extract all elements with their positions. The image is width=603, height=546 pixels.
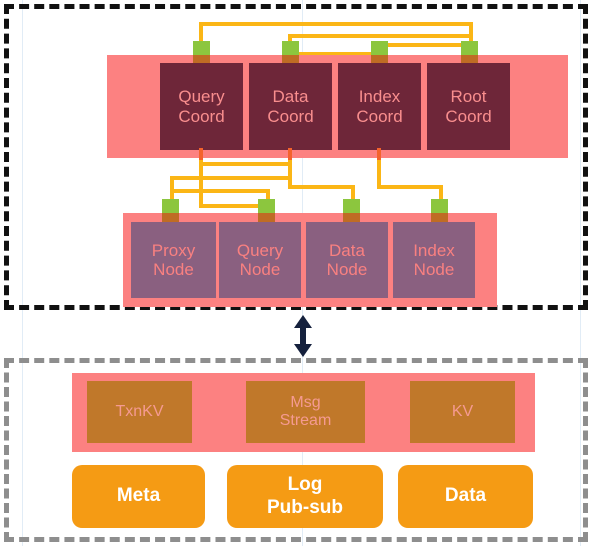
connector-pin-icon (282, 41, 299, 64)
coordinator-label-line1: Data (272, 87, 309, 107)
coordinator-label-line1: Query (178, 87, 225, 107)
storage-store-data[interactable]: Data (398, 465, 533, 528)
connector-pin-icon (371, 41, 388, 64)
storage-interface-label-line1: KV (451, 403, 474, 421)
wire-segment (199, 22, 473, 26)
wire-segment (199, 22, 203, 48)
wire-segment (199, 204, 267, 208)
connector-pin-icon (461, 41, 478, 64)
storage-interface-label-line2: Stream (279, 412, 332, 429)
node-proxy-node[interactable]: Proxy Node (131, 222, 216, 298)
storage-store-log-pubsub[interactable]: Log Pub-sub (227, 465, 383, 528)
storage-store-label-line1: Log (287, 474, 323, 496)
wire-segment (288, 34, 473, 38)
storage-interface-label-line1: Msg (290, 394, 321, 412)
wire-segment (288, 52, 380, 56)
node-query-node[interactable]: Query Node (219, 222, 301, 298)
wire-segment (170, 189, 270, 193)
connector-pin-icon (193, 41, 210, 64)
wire-segment (199, 162, 291, 166)
wire-segment (377, 148, 381, 160)
wire-segment (288, 148, 292, 160)
background-guide-line (22, 0, 23, 546)
background-guide-line (580, 0, 581, 546)
coordinator-label-line2: Coord (445, 106, 492, 126)
storage-store-label-line1: Data (444, 485, 487, 507)
bidirectional-arrow-icon (291, 315, 315, 357)
coordinator-data-coord[interactable]: Data Coord (249, 63, 332, 150)
node-label-line1: Query (236, 240, 284, 260)
connector-pin-icon (343, 199, 360, 222)
connector-pin-icon (162, 199, 179, 222)
storage-interface-msg-stream[interactable]: Msg Stream (246, 381, 365, 443)
coordinator-root-coord[interactable]: Root Coord (427, 63, 510, 150)
coordinator-label-line2: Coord (178, 106, 225, 126)
coordinator-label-line1: Index (358, 87, 401, 107)
node-label-line2: Node (153, 260, 194, 279)
coordinator-index-coord[interactable]: Index Coord (338, 63, 421, 150)
coordinator-label-line2: Coord (356, 106, 403, 126)
node-label-line2: Node (326, 260, 368, 279)
node-label-line2: Node (413, 260, 455, 279)
connector-pin-icon (431, 199, 448, 222)
wire-segment (377, 43, 473, 47)
node-index-node[interactable]: Index Node (393, 222, 475, 298)
coordinator-label-line2: Coord (267, 106, 314, 126)
wire-segment (377, 185, 443, 189)
connector-pin-icon (258, 199, 275, 222)
storage-store-meta[interactable]: Meta (72, 465, 205, 528)
storage-layer-container (4, 358, 588, 542)
storage-store-label-line2: Pub-sub (267, 496, 343, 518)
coordinator-query-coord[interactable]: Query Coord (160, 63, 243, 150)
coordinator-label-line1: Root (450, 87, 487, 107)
wire-segment (199, 160, 203, 208)
wire-segment (377, 160, 381, 189)
wire-segment (439, 185, 443, 212)
wire-segment (170, 176, 291, 180)
node-label-line2: Node (239, 260, 281, 279)
wire-segment (199, 148, 203, 160)
storage-interface-txnkv[interactable]: TxnKV (87, 381, 192, 443)
wire-segment (351, 185, 355, 212)
storage-store-label-line1: Meta (116, 485, 161, 507)
storage-interface-label-line1: TxnKV (115, 403, 164, 421)
storage-interface-kv[interactable]: KV (410, 381, 515, 443)
node-data-node[interactable]: Data Node (306, 222, 388, 298)
wire-segment (288, 160, 292, 189)
node-label-line1: Data (329, 240, 365, 260)
compute-layer-container (4, 4, 588, 310)
node-label-line1: Proxy (151, 240, 196, 260)
wire-segment (288, 185, 355, 189)
node-label-line1: Index (413, 240, 455, 260)
